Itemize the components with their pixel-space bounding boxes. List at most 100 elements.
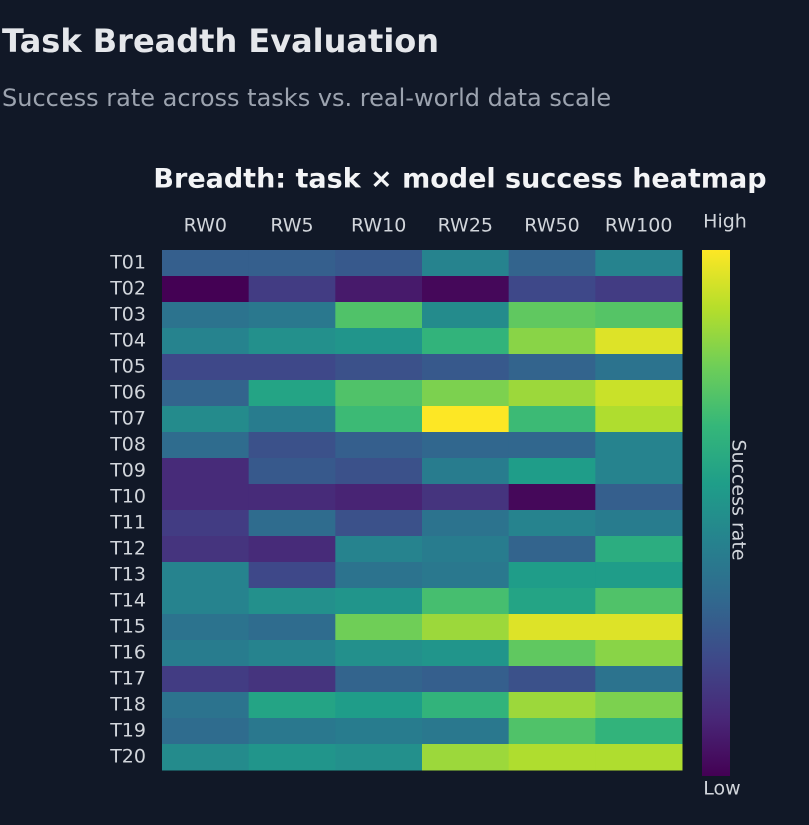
heatmap-cell	[248, 562, 336, 589]
y-tick-label: T06	[109, 382, 146, 404]
x-tick-label: RW0	[184, 215, 227, 237]
heatmap-cell	[162, 744, 250, 771]
y-tick-label: T09	[109, 460, 146, 482]
heatmap-cell	[422, 692, 510, 719]
y-tick-label: T17	[109, 668, 146, 690]
heatmap-cell	[162, 536, 250, 563]
heatmap-cell	[248, 510, 336, 537]
heatmap-cell	[595, 562, 683, 589]
heatmap-cell	[595, 692, 683, 719]
heatmap-cell	[162, 588, 250, 615]
heatmap-cell	[248, 744, 336, 771]
heatmap-cell	[248, 588, 336, 615]
heatmap-cell	[335, 328, 423, 355]
heatmap-cell	[248, 302, 336, 329]
heatmap-cell	[595, 276, 683, 303]
heatmap-cell	[335, 692, 423, 719]
heatmap-cell	[248, 614, 336, 641]
heatmap-cell	[422, 744, 510, 771]
heatmap-cell	[422, 276, 510, 303]
heatmap-cell	[335, 484, 423, 511]
heatmap-cell	[508, 562, 596, 589]
heatmap-cell	[335, 640, 423, 667]
heatmap-cell	[162, 640, 250, 667]
heatmap-cell	[422, 484, 510, 511]
heatmap-cell	[595, 640, 683, 667]
colorbar-low: Low	[703, 778, 740, 800]
heatmap-cell	[595, 458, 683, 485]
y-tick-label: T20	[109, 746, 146, 768]
heatmap-cell	[335, 380, 423, 407]
heatmap-cell	[248, 718, 336, 745]
heatmap-cell	[335, 458, 423, 485]
page-title: Task Breadth Evaluation	[2, 22, 439, 60]
y-tick-label: T03	[109, 304, 146, 326]
heatmap-cell	[335, 718, 423, 745]
heatmap-cell	[248, 432, 336, 459]
heatmap-cell	[508, 458, 596, 485]
heatmap-cell	[422, 614, 510, 641]
heatmap-cell	[508, 536, 596, 563]
heatmap-cell	[508, 510, 596, 537]
heatmap-cell	[248, 380, 336, 407]
heatmap-cell	[422, 250, 510, 277]
heatmap-cell	[595, 718, 683, 745]
heatmap-cell	[508, 432, 596, 459]
heatmap-cell	[248, 328, 336, 355]
heatmap-cell	[162, 718, 250, 745]
heatmap-cell	[248, 458, 336, 485]
heatmap-cell	[595, 380, 683, 407]
heatmap-cell	[162, 328, 250, 355]
x-tick-label: RW100	[605, 215, 672, 237]
heatmap-cell	[162, 458, 250, 485]
heatmap-cell	[162, 380, 250, 407]
y-tick-label: T12	[109, 538, 146, 560]
heatmap-cell	[595, 614, 683, 641]
y-tick-label: T16	[109, 642, 146, 664]
heatmap-cell	[162, 614, 250, 641]
heatmap-cell	[595, 666, 683, 693]
heatmap-cell	[422, 666, 510, 693]
heatmap-cell	[508, 744, 596, 771]
colorbar	[702, 250, 730, 776]
x-tick-label: RW50	[524, 215, 579, 237]
heatmap-cell	[422, 536, 510, 563]
heatmap-cell	[248, 250, 336, 277]
heatmap-cell	[422, 510, 510, 537]
colorbar-title: Success rate	[728, 439, 750, 560]
heatmap-cell	[335, 276, 423, 303]
y-tick-label: T13	[109, 564, 146, 586]
heatmap-cell	[595, 302, 683, 329]
heatmap-cell	[508, 588, 596, 615]
heatmap-cell	[595, 510, 683, 537]
heatmap-cell	[508, 302, 596, 329]
y-tick-label: T01	[109, 252, 146, 274]
heatmap-cell	[248, 406, 336, 433]
heatmap-cell	[595, 432, 683, 459]
heatmap-cell	[508, 380, 596, 407]
heatmap-cell	[248, 640, 336, 667]
chart-title: Breadth: task × model success heatmap	[153, 164, 766, 195]
heatmap-cell	[162, 666, 250, 693]
heatmap-cell	[508, 354, 596, 381]
heatmap-cell	[422, 562, 510, 589]
heatmap-cell	[508, 640, 596, 667]
heatmap-cell	[595, 744, 683, 771]
heatmap-cell	[162, 432, 250, 459]
heatmap-cell	[335, 562, 423, 589]
page-subtitle: Success rate across tasks vs. real-world…	[2, 84, 611, 112]
heatmap-cell	[335, 250, 423, 277]
heatmap-cell	[422, 718, 510, 745]
heatmap-cell	[248, 484, 336, 511]
x-tick-label: RW5	[270, 215, 313, 237]
heatmap-cell	[162, 354, 250, 381]
heatmap-cell	[508, 484, 596, 511]
heatmap-cell	[422, 328, 510, 355]
heatmap-cell	[508, 406, 596, 433]
y-tick-label: T10	[109, 486, 146, 508]
heatmap-cell	[162, 562, 250, 589]
heatmap-cell	[422, 588, 510, 615]
heatmap-cell	[508, 718, 596, 745]
heatmap-cell	[162, 484, 250, 511]
